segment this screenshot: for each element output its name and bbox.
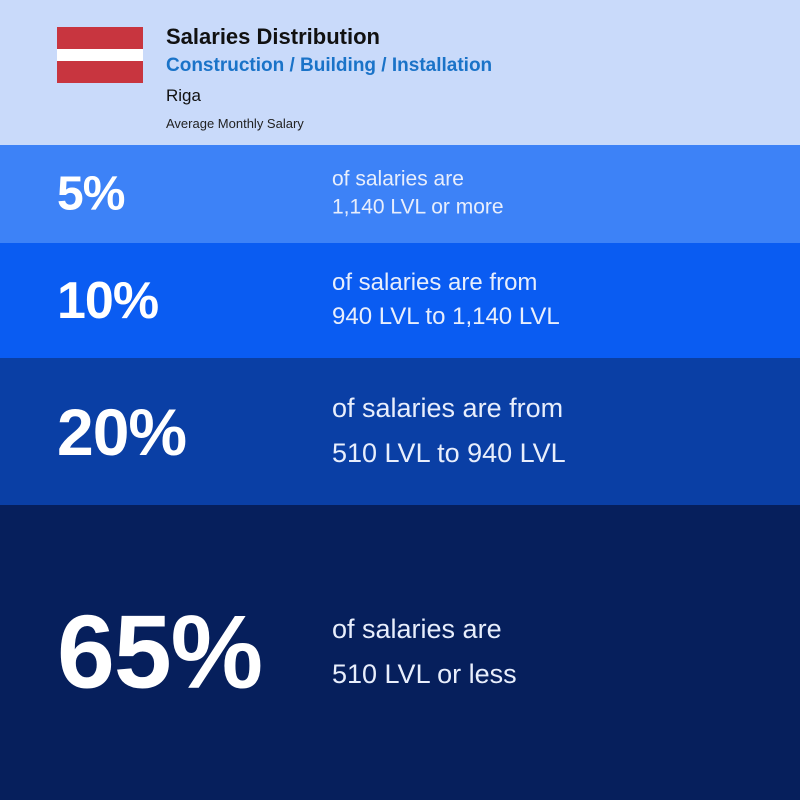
range-line-2: 510 LVL to 940 LVL	[332, 438, 566, 469]
percent-label: 5%	[57, 167, 125, 221]
range-description: of salaries are 1,140 LVL or more	[332, 166, 504, 223]
range-line-1: of salaries are from	[332, 268, 538, 296]
range-line-1: of salaries are	[332, 613, 502, 644]
distribution-row: 20% of salaries are from 510 LVL to 940 …	[0, 358, 800, 505]
salary-caption: Average Monthly Salary	[166, 116, 304, 131]
page-title: Salaries Distribution	[166, 24, 380, 49]
flag-bottom-band	[57, 61, 143, 83]
distribution-row: 5% of salaries are 1,140 LVL or more	[0, 145, 800, 243]
flag-top-band	[57, 27, 143, 49]
latvia-flag-icon	[57, 27, 143, 83]
distribution-rows: 5% of salaries are 1,140 LVL or more 10%…	[0, 145, 800, 800]
percent-label: 20%	[57, 394, 187, 469]
range-line-2: 510 LVL or less	[332, 659, 517, 690]
city-label: Riga	[166, 86, 201, 105]
range-description: of salaries are 510 LVL or less	[332, 607, 517, 699]
range-line-1: of salaries are	[332, 167, 464, 191]
range-description: of salaries are from 510 LVL to 940 LVL	[332, 386, 566, 478]
flag-middle-band	[57, 49, 143, 61]
header: Salaries Distribution Construction / Bui…	[0, 0, 800, 145]
distribution-row: 65% of salaries are 510 LVL or less	[0, 505, 800, 800]
percent-label: 10%	[57, 271, 159, 330]
range-description: of salaries are from 940 LVL to 1,140 LV…	[332, 266, 560, 336]
percent-label: 65%	[57, 594, 263, 710]
category-subtitle: Construction / Building / Installation	[166, 55, 493, 76]
distribution-row: 10% of salaries are from 940 LVL to 1,14…	[0, 243, 800, 358]
range-line-2: 940 LVL to 1,140 LVL	[332, 303, 560, 331]
range-line-2: 1,140 LVL or more	[332, 196, 504, 219]
range-line-1: of salaries are from	[332, 392, 564, 423]
